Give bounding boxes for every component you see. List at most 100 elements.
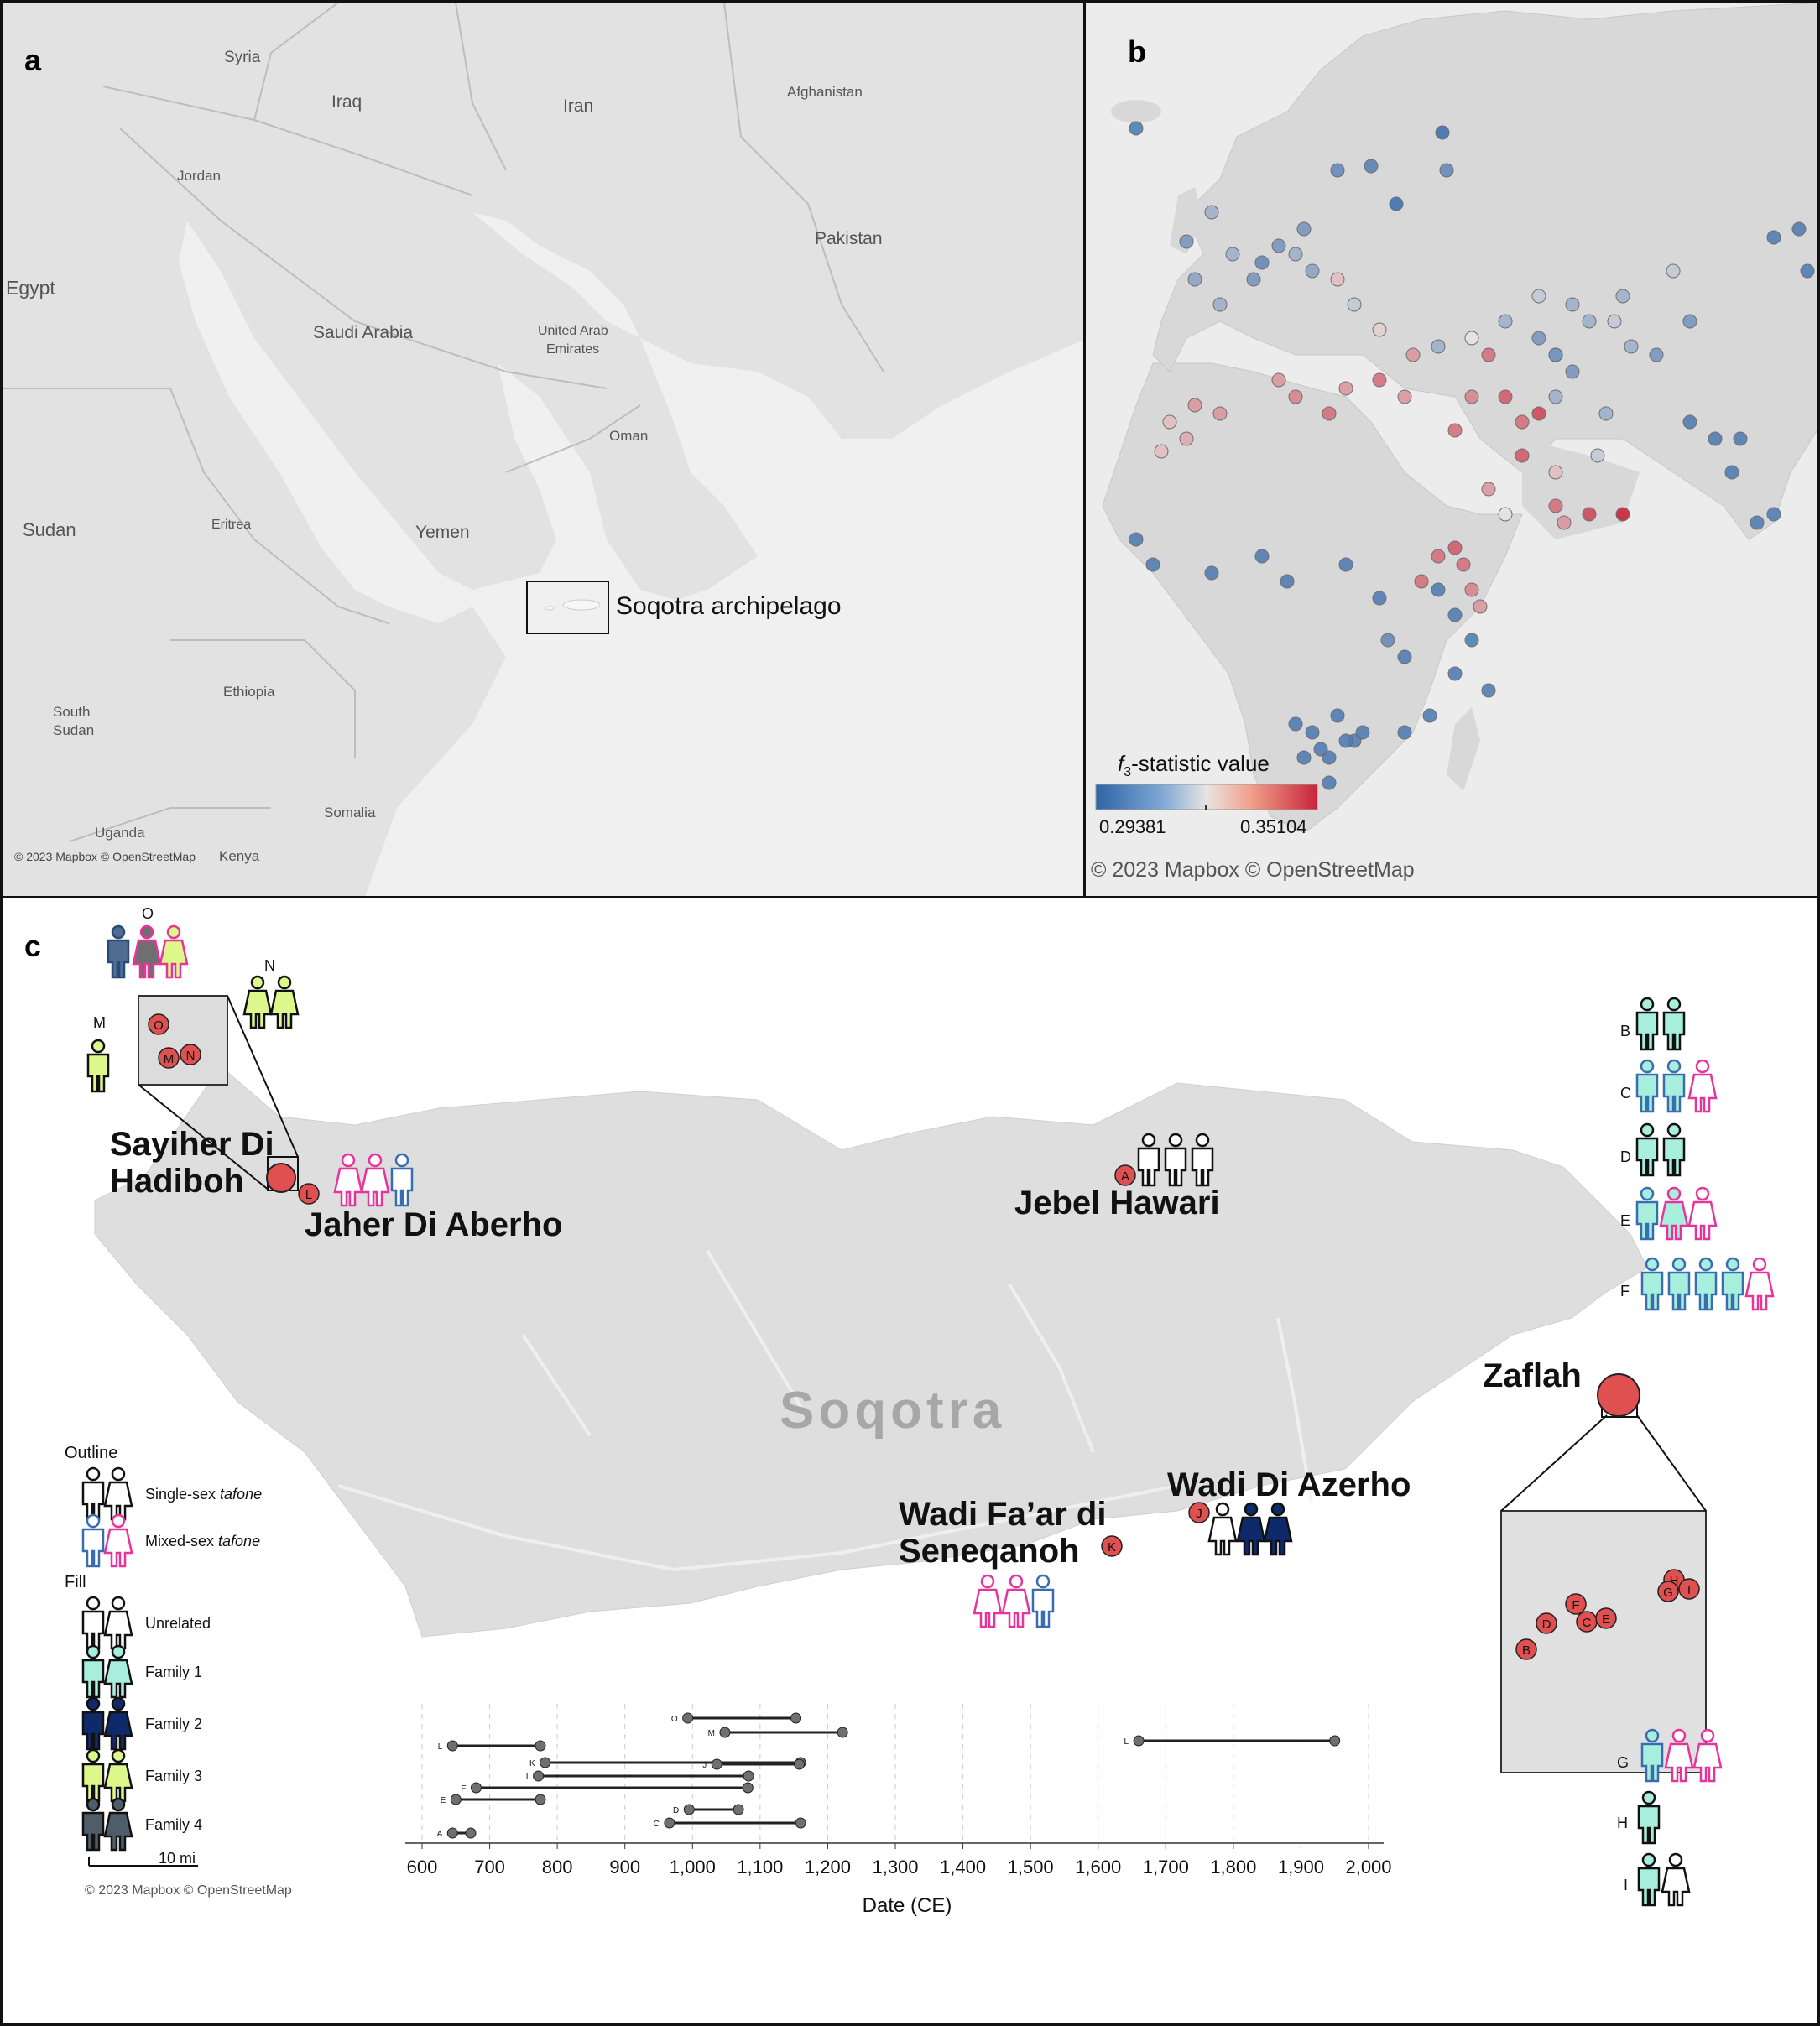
burial-marker-E [1595,1607,1617,1629]
panel-a-basemap [3,3,1083,897]
panel-a-credit: © 2023 Mapbox © OpenStreetMap [14,850,196,863]
sample-dot [1447,540,1463,555]
date-range-start [683,1804,695,1815]
sample-dot [1330,708,1345,723]
panel-b-map: b f3-statistic value 0.29381 0.35104 © 2… [1083,0,1820,899]
sample-dot [1271,238,1286,253]
burial-marker-G [1657,1581,1679,1602]
f3-legend-title: f3-statistic value [1118,751,1270,780]
country-label-south-sudan-2: Sudan [53,722,95,738]
burial-marker-K [1101,1535,1123,1557]
date-range-end [743,1770,754,1782]
date-range-start [446,1740,458,1752]
sample-dot [1766,507,1781,522]
sample-dot [1322,406,1337,421]
sample-dot [1791,221,1807,237]
burial-marker-label: O [154,1018,164,1033]
legend-person-icon [103,1596,133,1650]
person-icon [360,1153,390,1207]
x-tick-label: 1,400 [940,1857,986,1878]
sample-dot [1557,515,1572,530]
sample-dot [1464,582,1479,597]
x-tick-label: 1,500 [1008,1857,1054,1878]
legend-person-icon [103,1797,133,1852]
person-icon [1137,1133,1160,1187]
date-range-start [682,1712,694,1724]
person-icon [107,924,130,979]
sample-dot [1435,125,1450,140]
sample-dot [1145,557,1160,572]
sample-dot [1330,163,1345,178]
legend-fill-title: Fill [65,1573,86,1591]
sample-dot [1380,633,1395,648]
person-icon [1659,1186,1689,1241]
date-range-label: F [461,1784,466,1794]
date-range-label: O [671,1715,678,1724]
person-icon [1662,1122,1686,1177]
country-label-eritrea: Eritrea [211,518,252,532]
burial-label-B: B [1620,1023,1631,1039]
date-range-start [540,1757,551,1768]
legend-person-icon [81,1513,105,1568]
person-icon [1667,1257,1691,1311]
date-range-end [535,1740,546,1752]
sample-dot [1531,406,1546,421]
person-icon [1164,1133,1187,1187]
sample-dot [1305,263,1320,279]
x-tick-label: 1,600 [1075,1857,1121,1878]
sample-dot [1296,750,1312,765]
person-icon [242,975,273,1029]
person-icon [1694,1257,1718,1311]
burial-marker-label: L [305,1188,312,1202]
x-tick-label: 1,700 [1143,1857,1189,1878]
person-icon [1662,997,1686,1051]
site-label-jebel-hawari: Jebel Hawari [1014,1185,1220,1221]
date-range-chart: 600 700 800 900 1,000 1,100 1,200 1,300 1,400 1,5… [405,1704,1392,1917]
burial-marker-F [1565,1593,1587,1615]
country-label-ethiopia: Ethiopia [223,684,275,700]
burial-marker-B [1515,1638,1537,1660]
legend-person-icon [81,1596,105,1650]
sample-dot [1187,398,1202,413]
legend-fill-family1: Family 1 [145,1664,203,1680]
burial-label-E: E [1620,1212,1631,1229]
sample-dot [1800,263,1815,279]
sample-dot [1338,733,1353,748]
sample-dot [1464,389,1479,404]
sample-dot [1481,347,1496,362]
sample-dot [1548,465,1563,480]
country-label-uae-2: Emirates [546,342,600,357]
sample-dot [1724,465,1739,480]
legend-person-icon [81,1644,105,1699]
country-label-pakistan: Pakistan [815,229,883,248]
legend-fill-unrelated: Unrelated [145,1615,211,1632]
sample-dot [1129,121,1144,136]
country-label-iran: Iran [563,96,594,116]
legend-fill-family3: Family 3 [145,1768,203,1784]
sample-dot [1204,565,1219,581]
legend-person-icon [81,1748,105,1803]
legend-person-icon [81,1696,105,1751]
sample-dot [1531,289,1546,304]
burial-marker-label: D [1542,1617,1551,1632]
sample-dot [1204,205,1219,220]
site-label-jaher: Jaher Di Aberho [305,1206,563,1243]
sample-dot [1473,599,1488,614]
person-icon [1635,1122,1659,1177]
sample-dot [1447,607,1463,622]
x-axis-label: Date (CE) [863,1894,952,1917]
burial-marker-N [180,1044,201,1065]
date-range-start [664,1817,675,1829]
country-label-somalia: Somalia [324,805,376,820]
date-range-label: C [654,1820,660,1829]
sample-dot [1464,633,1479,648]
legend-fill-family4: Family 4 [145,1816,203,1833]
date-range-end [1329,1735,1341,1747]
date-range-label: J [702,1761,707,1770]
person-icon [1635,997,1659,1051]
country-label-jordan: Jordan [177,168,221,184]
legend-person-icon [81,1797,105,1852]
person-icon [1692,1728,1723,1783]
burial-marker-L [298,1183,320,1205]
person-icon [1721,1257,1744,1311]
